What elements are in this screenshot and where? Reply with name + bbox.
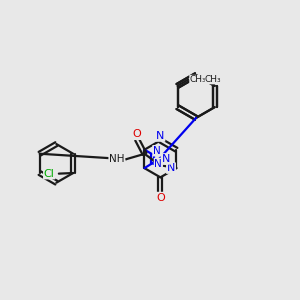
Text: N: N xyxy=(161,154,170,164)
Text: NH: NH xyxy=(109,154,124,164)
Text: CH₃: CH₃ xyxy=(205,75,222,84)
Text: N: N xyxy=(154,158,162,169)
Text: O: O xyxy=(132,129,141,139)
Text: O: O xyxy=(156,193,165,202)
Text: N: N xyxy=(153,146,161,156)
Text: N: N xyxy=(156,131,165,141)
Text: Cl: Cl xyxy=(44,169,55,178)
Text: CH₃: CH₃ xyxy=(190,75,206,84)
Text: N: N xyxy=(167,163,175,173)
